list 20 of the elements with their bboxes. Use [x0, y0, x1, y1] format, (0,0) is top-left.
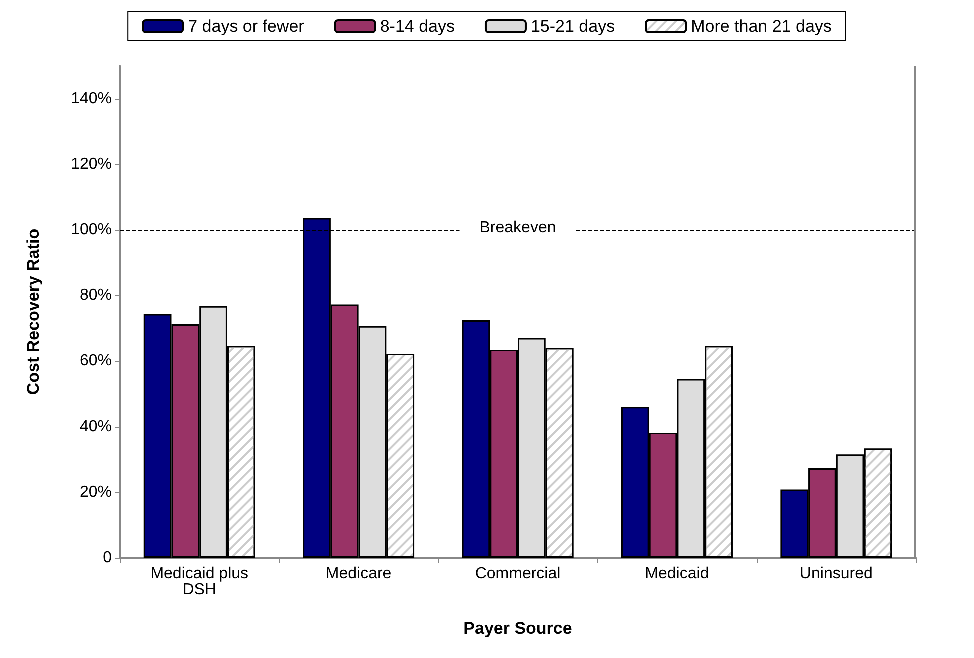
y-tick-label: 80% [80, 287, 112, 304]
y-tick-label: 60% [80, 352, 112, 370]
legend-label: 8-14 days [380, 17, 455, 36]
x-axis-title: Payer Source [464, 619, 572, 638]
y-axis-title: Cost Recovery Ratio [24, 228, 43, 396]
ref-line-label: Breakeven [480, 220, 556, 236]
y-tick-label: 140% [71, 90, 112, 108]
x-tick-label: Medicaid [645, 566, 710, 582]
x-tick-label: Commercial [475, 566, 561, 582]
x-tick-label: Medicaid plus DSH [150, 566, 249, 598]
y-tick-label: 20% [80, 484, 112, 501]
legend-label: 15-21 days [530, 17, 616, 36]
x-tick-label: Uninsured [800, 566, 873, 582]
legend-label: 7 days or fewer [188, 17, 305, 36]
x-tick-label: Medicare [326, 566, 392, 582]
y-tick-label: 100% [71, 222, 112, 238]
y-tick-label: 0 [103, 550, 112, 566]
legend-label: More than 21 days [691, 17, 832, 36]
y-tick-label: 120% [71, 156, 112, 173]
y-tick-label: 40% [80, 418, 112, 436]
